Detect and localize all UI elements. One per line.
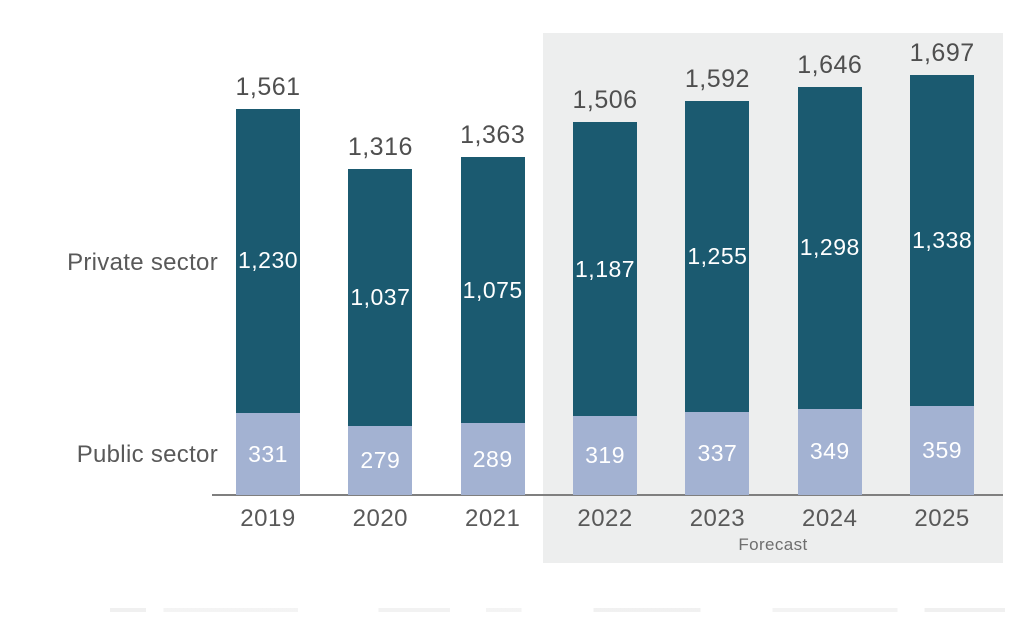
x-tick-label-2024: 2024: [802, 505, 858, 532]
total-value-label: 1,561: [235, 72, 301, 101]
clipped-text-remnant: [110, 608, 1005, 612]
bar-value-public: 279: [360, 446, 401, 473]
bar-value-public: 289: [472, 445, 513, 472]
stacked-bar: 1,230 331: [236, 108, 300, 495]
bar-value-private: 1,075: [462, 276, 523, 303]
stacked-bar: 1,075 289: [460, 157, 525, 495]
bar-column-2022: 1,506 1,187 319 2022: [573, 0, 638, 618]
bar-value-private: 1,037: [350, 284, 411, 311]
bar-value-private: 1,230: [237, 247, 299, 274]
x-axis-line: [212, 494, 1003, 496]
forecast-caption: Forecast: [738, 535, 808, 554]
bar-segment-private: 1,037: [348, 169, 413, 426]
x-tick-label-2021: 2021: [464, 505, 521, 532]
bar-segment-public: 319: [573, 416, 638, 495]
x-tick-label-2025: 2025: [914, 505, 970, 532]
total-value-label: 1,363: [460, 121, 526, 150]
bar-column-2019: 1,561 1,230 331 2019: [235, 0, 300, 618]
bar-segment-public: 349: [797, 408, 862, 495]
bar-segment-private: 1,187: [573, 122, 638, 417]
bar-segment-public: 279: [348, 425, 413, 495]
bar-segment-public: 337: [685, 411, 750, 495]
bar-segment-private: 1,338: [910, 74, 975, 407]
stacked-bar: 1,037 279: [348, 169, 413, 495]
bar-column-2020: 1,316 1,037 279 2020: [348, 0, 413, 618]
bar-value-private: 1,187: [575, 255, 636, 282]
series-label-public-sector: Public sector: [76, 441, 218, 468]
bar-value-private: 1,255: [687, 242, 748, 269]
bar-value-private: 1,298: [799, 234, 860, 261]
x-tick-label-2020: 2020: [352, 505, 409, 532]
bar-column-2024: 1,646 1,298 349 2024: [797, 0, 862, 618]
bar-column-2025: 1,697 1,338 359 2025: [910, 0, 975, 618]
bar-value-private: 1,338: [912, 227, 973, 254]
bar-segment-public: 359: [910, 406, 975, 495]
bar-segment-private: 1,255: [685, 100, 750, 412]
stacked-bar: 1,338 359: [910, 74, 975, 495]
stacked-bar: 1,187 319: [573, 122, 638, 495]
stacked-bar: 1,255 337: [685, 100, 750, 495]
total-value-label: 1,697: [909, 38, 975, 67]
x-tick-label-2019: 2019: [240, 505, 296, 532]
bar-column-2023: 1,592 1,255 337 2023: [685, 0, 750, 618]
x-tick-label-2022: 2022: [577, 505, 633, 532]
bar-segment-public: 289: [460, 423, 525, 495]
bar-segment-private: 1,230: [236, 108, 300, 414]
bar-value-public: 359: [922, 437, 963, 464]
total-value-label: 1,646: [797, 51, 863, 80]
total-value-label: 1,592: [684, 64, 750, 93]
bar-value-public: 337: [697, 439, 738, 466]
bar-segment-private: 1,298: [797, 87, 862, 409]
total-value-label: 1,316: [347, 133, 413, 162]
bar-column-2021: 1,363 1,075 289 2021: [460, 0, 525, 618]
bar-value-public: 319: [585, 442, 625, 468]
stacked-bar: 1,298 349: [797, 87, 862, 495]
bar-value-public: 331: [248, 440, 288, 467]
series-label-private-sector: Private sector: [67, 249, 218, 276]
bar-segment-private: 1,075: [460, 157, 525, 424]
bar-segment-public: 331: [236, 413, 300, 495]
bar-value-public: 349: [809, 438, 850, 465]
total-value-label: 1,506: [572, 86, 638, 115]
x-tick-label-2023: 2023: [689, 505, 746, 532]
